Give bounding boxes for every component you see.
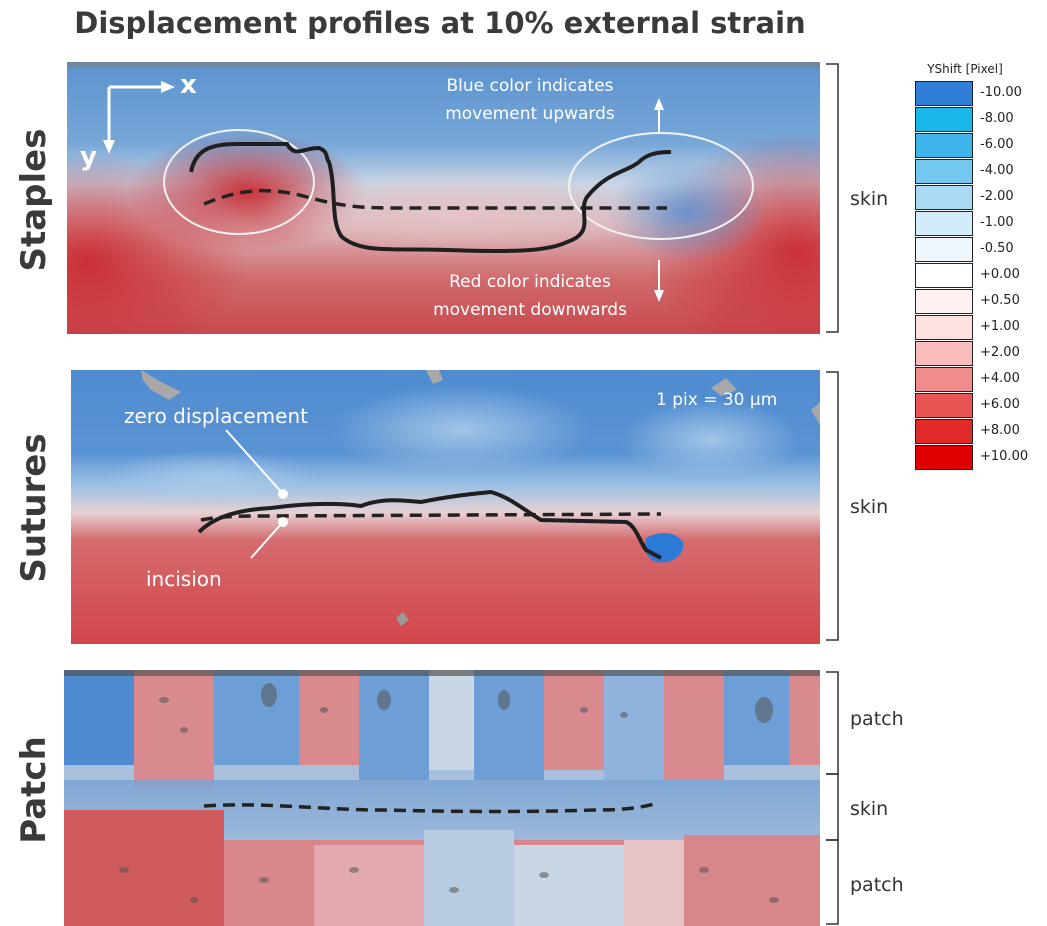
legend-swatch [915, 419, 973, 444]
legend-label: +10.00 [980, 449, 1029, 464]
legend-label: +8.00 [980, 423, 1020, 438]
legend-label: -0.50 [980, 241, 1014, 256]
legend-label: +0.50 [980, 293, 1020, 308]
legend-swatch [915, 133, 973, 158]
patch-bottom-label: patch [850, 874, 904, 896]
legend-swatch [915, 445, 973, 470]
sutures-panel [71, 370, 820, 644]
scale-label: 1 pix = 30 µm [656, 390, 778, 410]
legend-swatch [915, 107, 973, 132]
legend-row: +6.00 [910, 393, 1040, 419]
legend-row: -6.00 [910, 133, 1040, 159]
row-label-sutures: Sutures [14, 433, 54, 583]
legend-row: -0.50 [910, 237, 1040, 263]
legend-label: -8.00 [980, 111, 1014, 126]
legend-swatch [915, 185, 973, 210]
legend-swatch [915, 315, 973, 340]
legend-swatch [915, 367, 973, 392]
staples-panel [67, 62, 820, 334]
legend-label: +4.00 [980, 371, 1020, 386]
row-label-staples: Staples [14, 128, 54, 272]
sutures-brace [826, 371, 839, 641]
staples-skin-label: skin [850, 188, 889, 210]
row-label-patch: Patch [14, 736, 54, 844]
legend-row: -4.00 [910, 159, 1040, 185]
legend-row: +0.50 [910, 289, 1040, 315]
sutures-skin-label: skin [850, 496, 889, 518]
patch-brace [826, 671, 839, 925]
legend-swatch [915, 393, 973, 418]
sutures-heatmap [71, 370, 820, 644]
legend-row: -1.00 [910, 211, 1040, 237]
staples-brace [826, 63, 839, 333]
legend-swatch [915, 81, 973, 106]
legend-swatch [915, 289, 973, 314]
legend-row: +1.00 [910, 315, 1040, 341]
incision-label: incision [146, 567, 222, 591]
red-note-line1: Red color indicates [449, 272, 611, 292]
red-note-line2: movement downwards [433, 300, 627, 320]
figure-title: Displacement profiles at 10% external st… [74, 6, 806, 40]
legend-row: +8.00 [910, 419, 1040, 445]
blue-note-line1: Blue color indicates [446, 76, 614, 96]
legend-label: +2.00 [980, 345, 1020, 360]
legend-label: -2.00 [980, 189, 1014, 204]
blue-note-line2: movement upwards [445, 104, 615, 124]
legend-swatch [915, 237, 973, 262]
legend-row: +4.00 [910, 367, 1040, 393]
patch-top-label: patch [850, 708, 904, 730]
legend-row: +10.00 [910, 445, 1040, 471]
legend-label: -10.00 [980, 85, 1022, 100]
patch-heatmap [64, 670, 820, 926]
legend-swatch [915, 159, 973, 184]
legend-swatch [915, 211, 973, 236]
legend-swatch [915, 263, 973, 288]
legend-label: -1.00 [980, 215, 1014, 230]
patch-panel [64, 670, 820, 926]
zero-displacement-label: zero displacement [124, 404, 308, 428]
legend-label: +6.00 [980, 397, 1020, 412]
legend-swatch [915, 341, 973, 366]
staples-heatmap [67, 62, 820, 334]
x-axis-label: x [180, 70, 197, 100]
legend-title: YShift [Pixel] [927, 62, 1003, 76]
y-axis-label: y [80, 142, 97, 172]
legend-label: -6.00 [980, 137, 1014, 152]
legend-label: -4.00 [980, 163, 1014, 178]
patch-skin-label: skin [850, 798, 889, 820]
legend-row: -8.00 [910, 107, 1040, 133]
legend-label: +1.00 [980, 319, 1020, 334]
color-legend: YShift [Pixel] -10.00 -8.00 -6.00 -4.00 -2.0… [910, 62, 1040, 471]
legend-row: -2.00 [910, 185, 1040, 211]
legend-row: -10.00 [910, 81, 1040, 107]
legend-rows: -10.00 -8.00 -6.00 -4.00 -2.00 -1.00 -0.50 +0.0… [910, 81, 1040, 471]
legend-label: +0.00 [980, 267, 1020, 282]
legend-row: +2.00 [910, 341, 1040, 367]
legend-row: +0.00 [910, 263, 1040, 289]
